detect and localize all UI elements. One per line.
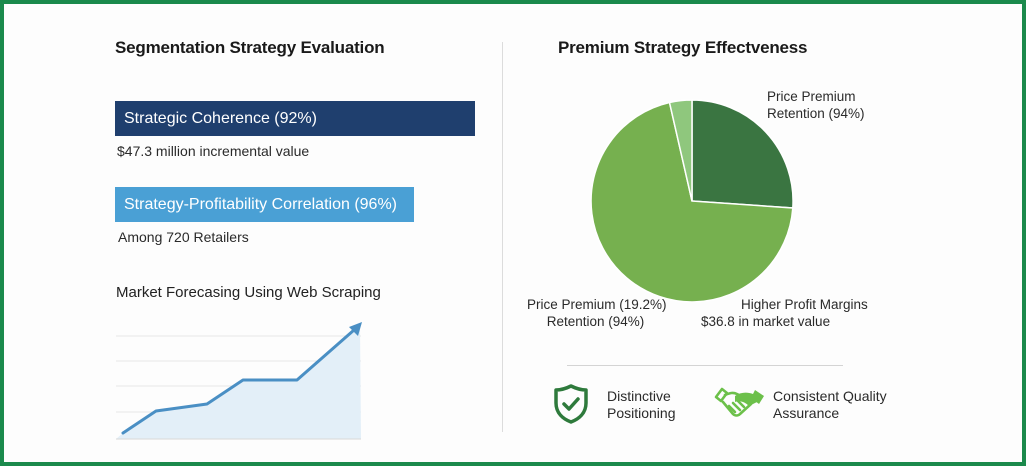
forecast-title: Market Forecasing Using Web Scraping	[116, 284, 381, 301]
chart-area-fill	[116, 326, 361, 439]
features-divider	[567, 365, 843, 366]
strategic-coherence-bar: Strategic Coherence (92%)	[115, 101, 475, 136]
premium-title: Premium Strategy Effectveness	[558, 38, 808, 57]
pie-label-bottom-left: Price Premium (19.2%) Retention (94%)	[527, 297, 667, 329]
premium-pie-chart	[590, 99, 794, 303]
pie-slice-small	[668, 99, 693, 202]
strategic-coherence-detail: $47.3 million incremental value	[117, 143, 310, 159]
chart-line	[121, 328, 356, 435]
forecast-line-chart	[116, 322, 362, 440]
pie-label-bottom-right: Higher Profit Margins $36.8 in market va…	[701, 297, 868, 329]
feature-distinctive-positioning: Distinctive Positioning	[607, 388, 676, 421]
pie-label-top-right: Price Premium Retention (94%)	[767, 89, 865, 121]
panel-divider	[502, 42, 503, 432]
correlation-bar: Strategy-Profitability Correlation (96%)	[115, 187, 414, 222]
correlation-detail: Among 720 Retailers	[118, 229, 249, 245]
arrow-head-icon	[349, 322, 362, 336]
segmentation-title: Segmentation Strategy Evaluation	[115, 38, 385, 57]
pie-slice-retention	[691, 99, 794, 209]
handshake-icon	[714, 387, 764, 417]
shield-check-icon	[554, 384, 588, 424]
feature-consistent-quality: Consistent Quality Assurance	[773, 388, 887, 421]
pie-slice-margins	[590, 101, 794, 303]
